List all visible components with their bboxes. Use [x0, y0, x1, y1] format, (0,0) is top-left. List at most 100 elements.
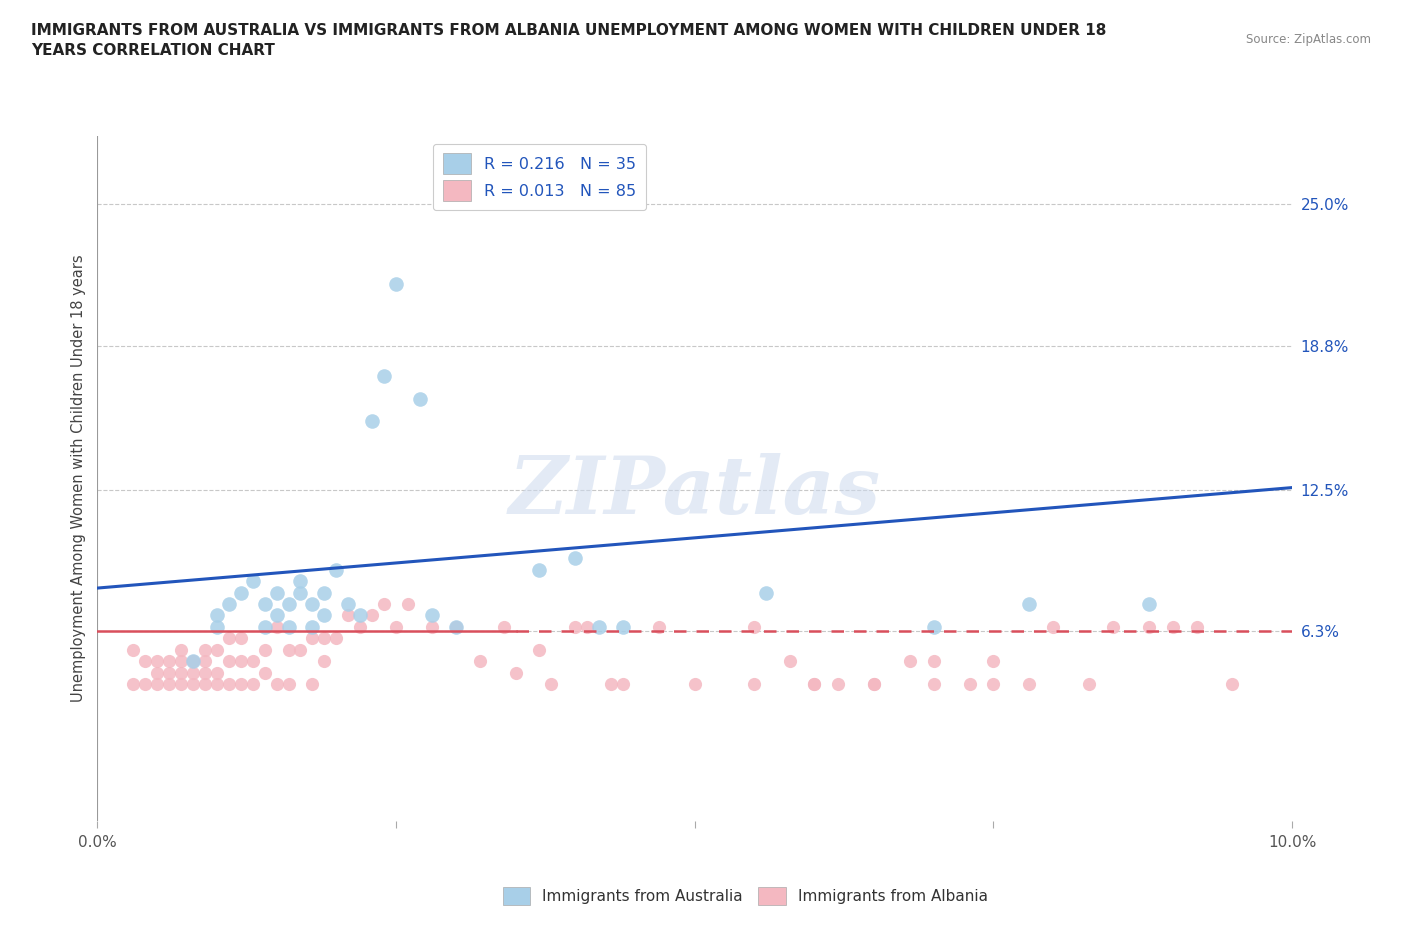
Point	[444, 619, 467, 634]
Point	[361, 608, 384, 623]
Point	[157, 665, 180, 680]
Point	[385, 277, 408, 292]
Point	[253, 643, 276, 658]
Point	[468, 654, 491, 669]
Point	[396, 597, 419, 612]
Point	[157, 654, 180, 669]
Point	[205, 665, 228, 680]
Point	[337, 597, 360, 612]
Point	[1137, 619, 1160, 634]
Point	[349, 608, 371, 623]
Point	[205, 676, 228, 691]
Point	[959, 676, 981, 691]
Point	[290, 574, 312, 589]
Point	[314, 585, 336, 600]
Point	[229, 631, 252, 645]
Point	[576, 619, 599, 634]
Point	[277, 643, 299, 658]
Point	[314, 608, 336, 623]
Point	[349, 619, 371, 634]
Point	[277, 619, 299, 634]
Point	[157, 676, 180, 691]
Point	[181, 676, 204, 691]
Point	[827, 676, 849, 691]
Point	[266, 676, 288, 691]
Point	[218, 676, 240, 691]
Point	[505, 665, 527, 680]
Point	[134, 676, 156, 691]
Point	[1137, 597, 1160, 612]
Point	[170, 676, 193, 691]
Point	[492, 619, 515, 634]
Point	[612, 619, 634, 634]
Point	[290, 585, 312, 600]
Point	[301, 631, 323, 645]
Point	[301, 597, 323, 612]
Point	[253, 619, 276, 634]
Legend: R = 0.216   N = 35, R = 0.013   N = 85: R = 0.216 N = 35, R = 0.013 N = 85	[433, 144, 645, 210]
Point	[1042, 619, 1064, 634]
Point	[420, 619, 443, 634]
Point	[170, 654, 193, 669]
Point	[755, 585, 778, 600]
Point	[803, 676, 825, 691]
Point	[385, 619, 408, 634]
Point	[277, 597, 299, 612]
Point	[301, 676, 323, 691]
Point	[1018, 597, 1040, 612]
Point	[194, 665, 217, 680]
Point	[181, 665, 204, 680]
Point	[922, 676, 945, 691]
Point	[983, 676, 1005, 691]
Point	[1078, 676, 1101, 691]
Text: ZIPatlas: ZIPatlas	[509, 454, 880, 531]
Point	[863, 676, 886, 691]
Point	[218, 631, 240, 645]
Point	[301, 619, 323, 634]
Point	[242, 676, 264, 691]
Point	[373, 368, 395, 383]
Point	[361, 414, 384, 429]
Point	[314, 631, 336, 645]
Point	[194, 643, 217, 658]
Point	[564, 551, 586, 565]
Point	[1185, 619, 1208, 634]
Point	[242, 654, 264, 669]
Point	[1102, 619, 1125, 634]
Point	[290, 643, 312, 658]
Point	[229, 585, 252, 600]
Point	[194, 676, 217, 691]
Point	[205, 643, 228, 658]
Point	[922, 654, 945, 669]
Point	[922, 619, 945, 634]
Legend: Immigrants from Australia, Immigrants from Albania: Immigrants from Australia, Immigrants fr…	[496, 882, 994, 911]
Point	[181, 654, 204, 669]
Text: IMMIGRANTS FROM AUSTRALIA VS IMMIGRANTS FROM ALBANIA UNEMPLOYMENT AMONG WOMEN WI: IMMIGRANTS FROM AUSTRALIA VS IMMIGRANTS …	[31, 23, 1107, 58]
Point	[529, 563, 551, 578]
Point	[194, 654, 217, 669]
Point	[146, 676, 169, 691]
Text: Source: ZipAtlas.com: Source: ZipAtlas.com	[1246, 33, 1371, 46]
Point	[863, 676, 886, 691]
Point	[253, 597, 276, 612]
Point	[540, 676, 562, 691]
Point	[229, 654, 252, 669]
Point	[683, 676, 706, 691]
Point	[337, 608, 360, 623]
Point	[170, 643, 193, 658]
Point	[266, 619, 288, 634]
Point	[277, 676, 299, 691]
Point	[325, 563, 347, 578]
Point	[564, 619, 586, 634]
Point	[983, 654, 1005, 669]
Point	[1018, 676, 1040, 691]
Point	[612, 676, 634, 691]
Point	[253, 665, 276, 680]
Point	[779, 654, 801, 669]
Point	[420, 608, 443, 623]
Point	[744, 676, 766, 691]
Point	[744, 619, 766, 634]
Point	[600, 676, 623, 691]
Point	[266, 608, 288, 623]
Point	[529, 643, 551, 658]
